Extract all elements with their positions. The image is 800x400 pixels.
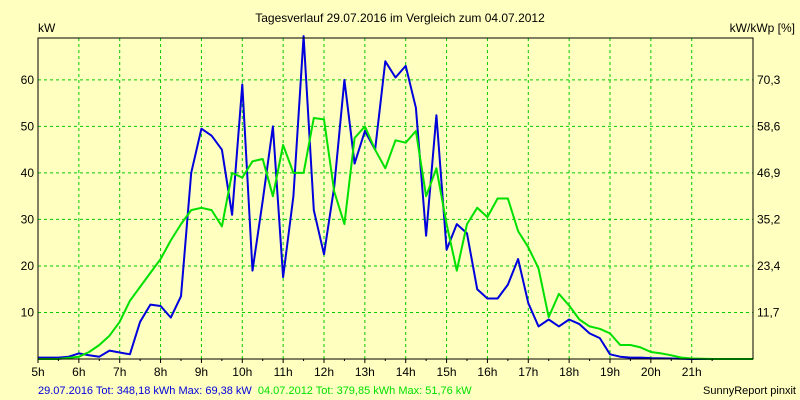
x-tick-label: 18h — [559, 365, 579, 379]
y-tick-label-left: 10 — [21, 305, 35, 319]
y-axis-left-label: kW — [38, 21, 56, 35]
x-tick-label: 16h — [477, 365, 497, 379]
y-tick-label-right: 35,2 — [757, 212, 781, 226]
chart-title: Tagesverlauf 29.07.2016 im Vergleich zum… — [255, 11, 545, 25]
grid — [38, 38, 753, 359]
x-tick-label: 12h — [314, 365, 334, 379]
plot-frame — [37, 37, 754, 360]
x-tick-label: 13h — [355, 365, 375, 379]
x-tick-label: 15h — [437, 365, 457, 379]
series-line-2 — [38, 117, 753, 360]
y-tick-label-right: 46,9 — [757, 166, 781, 180]
legend-series-2012: 04.07.2012 Tot: 379,85 kWh Max: 51,76 kW — [258, 385, 472, 397]
x-tick-label: 17h — [518, 365, 538, 379]
x-tick-label: 14h — [396, 365, 416, 379]
y-axis-right-label: kW/kWp [%] — [730, 21, 795, 35]
y-tick-label-right: 58,6 — [757, 119, 781, 133]
x-tick-label: 11h — [274, 365, 293, 379]
y-tick-label-left: 20 — [21, 259, 35, 273]
y-tick-label-right: 70,3 — [757, 73, 781, 87]
y-tick-label-left: 60 — [21, 73, 35, 87]
footer-legend: 29.07.2016 Tot: 348,18 kWh Max: 69,38 kW… — [38, 385, 472, 397]
y-tick-label-left: 40 — [21, 166, 35, 180]
x-tick-label: 7h — [113, 365, 126, 379]
legend-series-2016: 29.07.2016 Tot: 348,18 kWh Max: 69,38 kW — [38, 385, 252, 397]
x-tick-label: 21h — [682, 365, 702, 379]
x-tick-label: 19h — [600, 365, 620, 379]
series-lines — [38, 35, 753, 360]
x-tick-label: 5h — [31, 365, 44, 379]
x-tick-label: 6h — [72, 365, 85, 379]
tick-labels: 5h 6h 7h 8h 9h 10h 11h 12h 13h 14h 15h 16h 17h 18h 19h… — [21, 73, 781, 379]
x-tick-label: 8h — [154, 365, 167, 379]
y-tick-label-right: 11,7 — [757, 305, 780, 319]
y-tick-label-left: 50 — [21, 119, 35, 133]
footer-credit: SunnyReport pinxit — [703, 385, 796, 397]
y-tick-label-left: 30 — [21, 212, 35, 226]
x-tick-label: 9h — [195, 365, 208, 379]
series-line-1 — [38, 35, 753, 360]
x-tick-label: 20h — [641, 365, 661, 379]
x-tick-label: 10h — [232, 365, 252, 379]
y-tick-label-right: 23,4 — [757, 259, 781, 273]
